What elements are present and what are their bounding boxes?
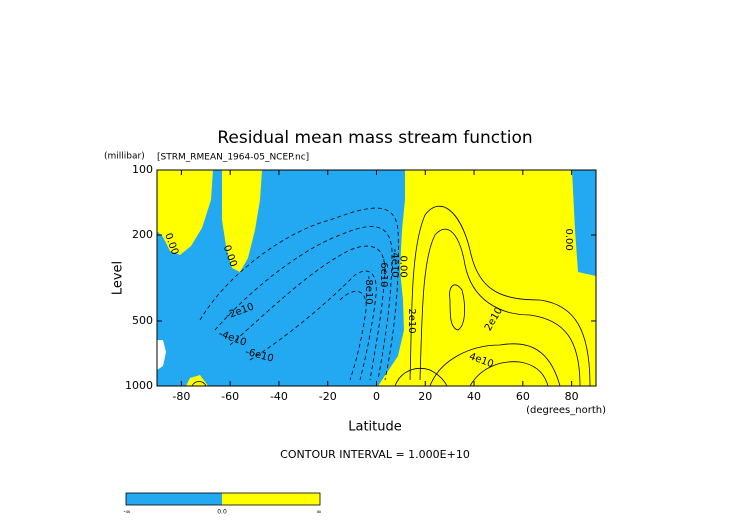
missing-region — [157, 340, 166, 370]
x-tick-label: -20 — [319, 390, 337, 403]
contour-label: 0.00 — [563, 228, 574, 250]
contour-line — [429, 343, 561, 387]
contour-line — [249, 270, 377, 381]
y-axis-label: Level — [111, 261, 126, 295]
chart-title: Residual mean mass stream function — [217, 128, 532, 148]
contour-label: -8e10 — [363, 276, 374, 305]
contour-label: 0.00 — [397, 255, 408, 277]
x-tick-label: -40 — [270, 390, 288, 403]
subtitle: [STRM_RMEAN_1964-05_NCEP.nc] — [157, 153, 309, 163]
y-unit: (millibar) — [104, 152, 145, 162]
y-tick-label: 100 — [132, 163, 153, 176]
contour-line — [229, 245, 386, 381]
contour-label: -6e10 — [378, 259, 389, 288]
x-tick-label: 20 — [418, 390, 432, 403]
colorbar-positive — [222, 493, 320, 505]
x-tick-label: 40 — [467, 390, 481, 403]
contour-line — [339, 290, 367, 381]
x-tick-label: -80 — [172, 390, 190, 403]
plot-area: 0.00 0.00-2e10-4e10-6e10-8e10-6e10 -4e100.… — [156, 169, 597, 387]
contour-line — [199, 207, 399, 381]
y-tick-label: 200 — [132, 228, 153, 241]
contour-line — [191, 381, 207, 387]
contour-line — [409, 205, 591, 387]
footnote: CONTOUR INTERVAL = 1.000E+10 — [280, 448, 470, 461]
positive-region — [378, 170, 596, 386]
positive-region — [222, 170, 262, 272]
positive-region — [157, 170, 213, 255]
x-unit: (degrees_north) — [526, 405, 606, 416]
positive-region — [186, 375, 208, 386]
y-tick-label: 500 — [132, 314, 153, 327]
contour-line — [419, 228, 581, 387]
colorbar-label: 0.0 — [217, 509, 227, 516]
x-tick-label: 60 — [516, 390, 530, 403]
contour-line — [469, 361, 549, 387]
x-axis-label: Latitude — [348, 420, 402, 435]
contour-line — [394, 368, 448, 387]
x-tick-label: 80 — [565, 390, 579, 403]
contour-line — [214, 226, 393, 381]
y-tick-label: 1000 — [125, 379, 153, 392]
colorbar-label: -∞ — [123, 509, 130, 516]
contour-lines — [191, 205, 591, 387]
x-tick-label: -60 — [221, 390, 239, 403]
contour-line — [449, 284, 466, 331]
contour-label: 2e10 — [406, 308, 417, 333]
x-tick-label: 0 — [373, 390, 380, 403]
colorbar-label: ∞ — [317, 509, 322, 516]
colorbar-negative — [126, 493, 222, 505]
colorbar: -∞ 0.0 ∞ — [123, 492, 322, 516]
contour-label: -4e10 — [389, 249, 400, 278]
colorbar-frame — [125, 492, 321, 506]
